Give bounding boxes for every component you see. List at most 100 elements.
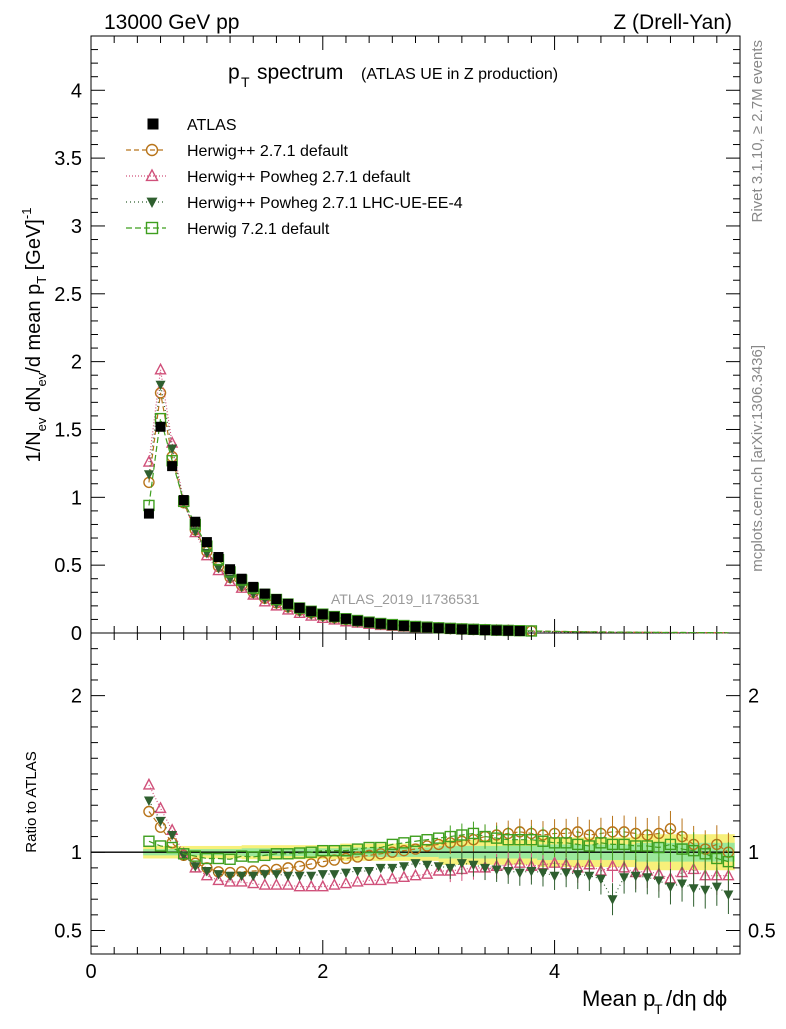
data-point [167, 444, 178, 454]
ratio-point [351, 874, 364, 887]
ratio-point [294, 871, 305, 882]
ratio-point [618, 838, 630, 851]
ratio-point [374, 873, 387, 886]
legend-label: Herwig++ Powheg 2.7.1 default [187, 169, 411, 186]
ratio-point [711, 852, 723, 865]
data-point [143, 470, 154, 480]
ratio-point [293, 860, 306, 873]
main-plot: 0 0.5 1 1.5 2 2.5 3 3.5 4 [54, 35, 741, 645]
ratio-point [363, 849, 375, 862]
ratio-point [432, 864, 445, 876]
legend-entry: Herwig++ Powheg 2.7.1 LHC-UE-EE-4 [126, 195, 463, 212]
data-point [306, 606, 317, 617]
ratio-point [317, 870, 328, 880]
ratio-y-tick-label: 2 [71, 686, 82, 708]
data-point [514, 625, 525, 636]
data-point [271, 594, 282, 605]
ratio-point [688, 884, 699, 894]
ratio-point [328, 878, 341, 890]
data-point [248, 581, 259, 592]
data-point [142, 455, 156, 467]
data-point [294, 602, 305, 613]
ratio-y-tick-label: 2 [748, 686, 759, 708]
data-point [433, 623, 444, 634]
ratio-point [503, 867, 514, 877]
data-point [352, 615, 363, 626]
ratio-point [189, 860, 202, 873]
ratio-point [293, 847, 306, 859]
ratio-point [259, 870, 270, 880]
ratio-point [525, 833, 538, 846]
energy-label: 13000 GeV pp [104, 11, 239, 34]
ratio-point [561, 868, 572, 879]
ratio-point [271, 870, 282, 880]
ratio-series-4 [143, 821, 735, 882]
main-y-axis-label: 1/Nev dNev/d mean pT [GeV]-1 [19, 208, 49, 463]
ratio-point [212, 873, 225, 886]
x-tick-label: 0 [85, 961, 96, 983]
data-point [223, 574, 237, 587]
ratio-point [201, 867, 212, 877]
ratio-point [167, 830, 178, 841]
ratio-point [329, 870, 340, 880]
ratio-point [386, 871, 399, 884]
legend-marker [145, 221, 159, 235]
ratio-point [142, 777, 156, 790]
legend-marker [146, 197, 158, 209]
data-point [213, 552, 224, 563]
x-label-main: Mean p [582, 986, 655, 1011]
data-point [340, 613, 351, 624]
ratio-point [456, 859, 467, 869]
ratio-point [723, 890, 734, 900]
ratio-point [606, 838, 619, 851]
data-point [329, 611, 340, 622]
ratio-point [699, 848, 711, 860]
data-point [317, 609, 328, 620]
ratio-point [316, 879, 329, 892]
mcplots-label: mcplots.cern.ch [arXiv:1306.3436] [749, 345, 766, 572]
ratio-y-tick-label: 1 [748, 842, 759, 864]
ratio-point [560, 837, 572, 849]
legend-label: Herwig++ Powheg 2.7.1 LHC-UE-EE-4 [187, 195, 463, 212]
legend-entry: Herwig++ 2.7.1 default [126, 143, 349, 160]
ratio-point [213, 870, 224, 880]
ratio-point [432, 838, 445, 851]
ratio-point [398, 844, 410, 857]
ratio-point [154, 801, 167, 814]
y-tick-label: 4 [71, 80, 82, 102]
ratio-point [306, 871, 317, 882]
ratio-point [155, 816, 166, 827]
ratio-point [398, 837, 410, 849]
ratio-point [722, 855, 735, 868]
title-sub: T [241, 74, 250, 90]
ratio-point [352, 867, 363, 877]
ratio-point [409, 868, 422, 881]
ratio-point [143, 835, 155, 847]
y-tick-label: 1.5 [54, 419, 82, 441]
ratio-point [572, 870, 583, 880]
ratio-point [235, 850, 248, 862]
ratio-point [664, 838, 677, 851]
ratio-point [421, 840, 433, 852]
ratio-point [677, 879, 688, 890]
y-tick-label: 2 [71, 352, 82, 374]
ratio-point [467, 827, 480, 840]
ratio-point [317, 855, 329, 868]
ratio-point [340, 868, 351, 879]
title-note: (ATLAS UE in Z production) [361, 66, 558, 83]
ratio-point [549, 871, 560, 882]
ratio-point [653, 876, 664, 886]
title-p: p [228, 61, 240, 84]
process-label: Z (Drell-Yan) [613, 11, 732, 34]
ratio-point [444, 830, 456, 843]
x-label-sub: T [654, 1001, 663, 1017]
ratio-point [223, 874, 237, 887]
ratio-y-axis-label: Ratio to ATLAS [23, 751, 40, 852]
legend: ATLAS Herwig++ 2.7.1 default Herwig++ Powh… [126, 117, 463, 238]
x-axis-label: Mean p T /dη dϕ [582, 986, 727, 1017]
ratio-point [583, 840, 596, 852]
data-point [364, 617, 375, 628]
data-point [201, 537, 212, 548]
ratio-y-tick-label: 0.5 [54, 921, 82, 943]
y-tick-label: 3.5 [54, 148, 82, 170]
